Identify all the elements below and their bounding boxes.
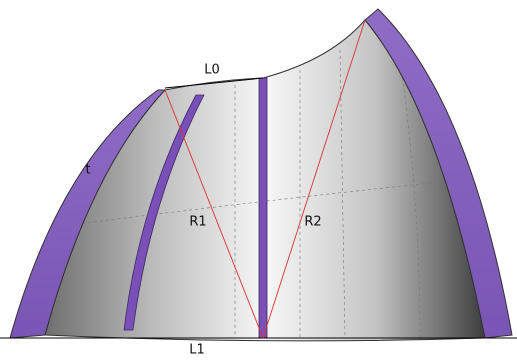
label-r1: R1 bbox=[189, 215, 206, 230]
page: L0 L1 R1 R2 t (() => { const data = JSON… bbox=[0, 0, 517, 360]
label-l1: L1 bbox=[189, 343, 205, 358]
label-r2: R2 bbox=[304, 215, 321, 230]
shell-diagram: L0 L1 R1 R2 t bbox=[0, 0, 517, 360]
middle-strip bbox=[259, 78, 267, 338]
label-l0: L0 bbox=[204, 63, 220, 78]
label-t: t bbox=[85, 163, 90, 178]
